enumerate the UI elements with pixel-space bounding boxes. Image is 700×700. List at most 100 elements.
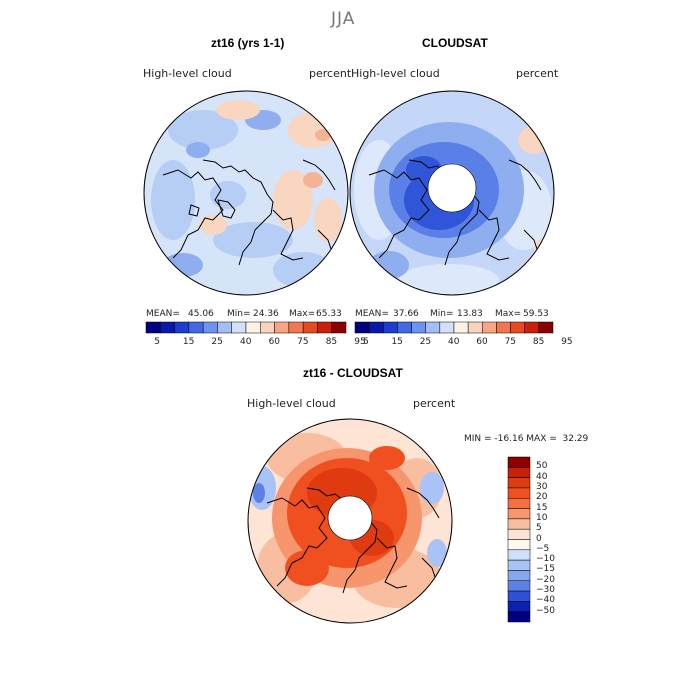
panel-1-warmer-patches xyxy=(303,129,331,188)
panel-1-mean-label: MEAN= xyxy=(146,309,180,319)
colorbar-tick-label: 60 xyxy=(268,337,281,347)
colorbar-swatch xyxy=(507,508,531,520)
colorbar-tick-label: 10 xyxy=(536,512,548,523)
panel-3-title: zt16 - CLOUDSAT xyxy=(303,366,403,380)
panel-1-max-label: Max= xyxy=(289,309,316,319)
colorbar-swatch xyxy=(507,456,531,468)
colorbar-swatch xyxy=(507,518,531,530)
panel-3-map-border xyxy=(247,418,453,624)
colorbar-tick-label: 85 xyxy=(532,337,545,347)
colorbar-swatch xyxy=(510,321,525,334)
colorbar-swatch xyxy=(439,321,455,334)
colorbar-tick-label: 0 xyxy=(536,533,542,544)
colorbar-swatch xyxy=(507,528,531,540)
colorbar-tick-label: 40 xyxy=(448,337,460,347)
colorbar-swatch xyxy=(368,321,384,334)
colorbar-swatch xyxy=(217,321,232,334)
panel-2-max-value: 59.53 xyxy=(523,309,549,319)
colorbar-tick-label: 95 xyxy=(561,337,573,347)
colorbar-swatch xyxy=(354,321,370,334)
colorbar-tick-label: −40 xyxy=(536,595,555,606)
colorbar-tick-label: −10 xyxy=(536,554,555,565)
colorbar-swatch xyxy=(507,559,531,571)
colorbar-tick-label: −5 xyxy=(536,543,550,554)
colorbar-swatch xyxy=(507,539,531,551)
colorbar-tick-label: 5 xyxy=(536,523,542,534)
panel-2-mean-value: 37.66 xyxy=(393,309,419,319)
colorbar-swatch xyxy=(507,487,531,499)
colorbar-swatch xyxy=(160,321,175,334)
colorbar-swatch xyxy=(188,321,204,334)
panel-2-title: CLOUDSAT xyxy=(422,36,488,50)
panel-2-variable: High-level cloud xyxy=(351,67,440,80)
colorbar-tick-label: 15 xyxy=(182,337,195,347)
colorbar-tick-label: 15 xyxy=(391,337,403,347)
colorbar-tick-label: 5 xyxy=(154,337,161,347)
colorbar-tick-label: 50 xyxy=(536,461,548,472)
colorbar-swatch xyxy=(317,321,332,334)
panel-1-title: zt16 (yrs 1-1) xyxy=(211,36,285,50)
panel-2-units: percent xyxy=(516,67,559,80)
panel-1-mean-value: 45.06 xyxy=(188,309,214,319)
colorbar-tick-label: 60 xyxy=(476,337,488,347)
colorbar-swatch xyxy=(453,321,469,334)
colorbar-tick-label: 15 xyxy=(536,502,548,513)
panel-3-min-max: MIN = -16.16 MAX = 32.29 xyxy=(464,434,589,444)
panel-2-pole-hole xyxy=(427,163,477,213)
page-title: JJA xyxy=(331,9,356,29)
colorbar-swatch xyxy=(145,321,161,334)
colorbar-swatch xyxy=(302,321,318,334)
colorbar-swatch xyxy=(524,321,540,334)
colorbar-tick-label: 30 xyxy=(536,481,548,492)
panel-3-cooler xyxy=(253,483,265,503)
colorbar-swatch xyxy=(425,321,441,334)
colorbar-tick-label: 85 xyxy=(325,337,338,347)
colorbar-swatch xyxy=(331,321,347,334)
colorbar-swatch xyxy=(507,477,531,489)
colorbar-swatch xyxy=(538,321,554,334)
colorbar-swatch xyxy=(507,601,531,612)
panel-2-map xyxy=(349,90,555,296)
panel-1-colorbar xyxy=(145,321,347,334)
panel-3-colorbar xyxy=(507,456,531,623)
panel-1-warm-patches xyxy=(199,100,342,242)
panel-2-map-border xyxy=(349,90,555,296)
panel-3-variable: High-level cloud xyxy=(247,397,336,410)
colorbar-tick-label: 40 xyxy=(536,471,548,482)
colorbar-tick-label: 20 xyxy=(536,492,548,503)
colorbar-tick-label: −15 xyxy=(536,564,555,575)
colorbar-swatch xyxy=(411,321,426,334)
panel-3-map xyxy=(247,418,453,624)
panel-1-min-label: Min= xyxy=(227,309,251,319)
colorbar-tick-label: −30 xyxy=(536,585,555,596)
colorbar-tick-label: 75 xyxy=(297,337,309,347)
panel-1-variable: High-level cloud xyxy=(143,67,232,80)
panel-1-units: percent xyxy=(309,67,352,80)
colorbar-swatch xyxy=(202,321,218,334)
colorbar-tick-label: 75 xyxy=(504,337,517,347)
panel-2-min-value: 13.83 xyxy=(457,309,483,319)
colorbar-swatch xyxy=(507,611,531,623)
colorbar-swatch xyxy=(507,580,531,592)
colorbar-swatch xyxy=(507,570,531,581)
panel-1-min-value: 24.36 xyxy=(253,309,279,319)
colorbar-swatch xyxy=(274,321,290,334)
colorbar-swatch xyxy=(383,321,398,334)
colorbar-swatch xyxy=(507,549,531,561)
colorbar-tick-label: −20 xyxy=(536,574,555,585)
colorbar-tick-label: −50 xyxy=(536,605,555,616)
panel-3-pole-hole xyxy=(327,495,373,541)
colorbar-tick-label: 95 xyxy=(354,337,366,347)
panel-1-map-border xyxy=(143,90,349,296)
colorbar-swatch xyxy=(231,321,247,334)
colorbar-swatch xyxy=(507,498,531,509)
colorbar-swatch xyxy=(507,467,531,478)
colorbar-swatch xyxy=(496,321,511,334)
colorbar-swatch xyxy=(260,321,275,334)
panel-3-units: percent xyxy=(413,397,456,410)
panel-2-mean-label: MEAN= xyxy=(355,309,389,319)
colorbar-swatch xyxy=(507,590,531,602)
panel-1-max-value: 65.33 xyxy=(316,309,342,319)
colorbar-swatch xyxy=(245,321,261,334)
colorbar-swatch xyxy=(174,321,190,334)
